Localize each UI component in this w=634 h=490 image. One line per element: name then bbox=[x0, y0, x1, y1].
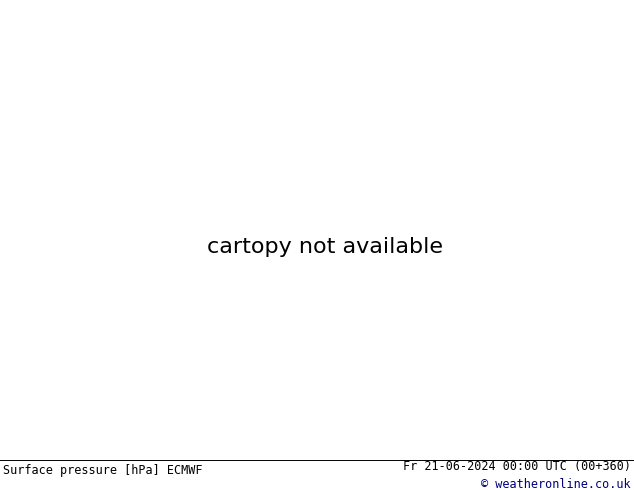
Text: Surface pressure [hPa] ECMWF: Surface pressure [hPa] ECMWF bbox=[3, 464, 203, 477]
Text: © weatheronline.co.uk: © weatheronline.co.uk bbox=[481, 477, 631, 490]
Text: Fr 21-06-2024 00:00 UTC (00+360): Fr 21-06-2024 00:00 UTC (00+360) bbox=[403, 460, 631, 472]
Text: cartopy not available: cartopy not available bbox=[207, 238, 443, 257]
